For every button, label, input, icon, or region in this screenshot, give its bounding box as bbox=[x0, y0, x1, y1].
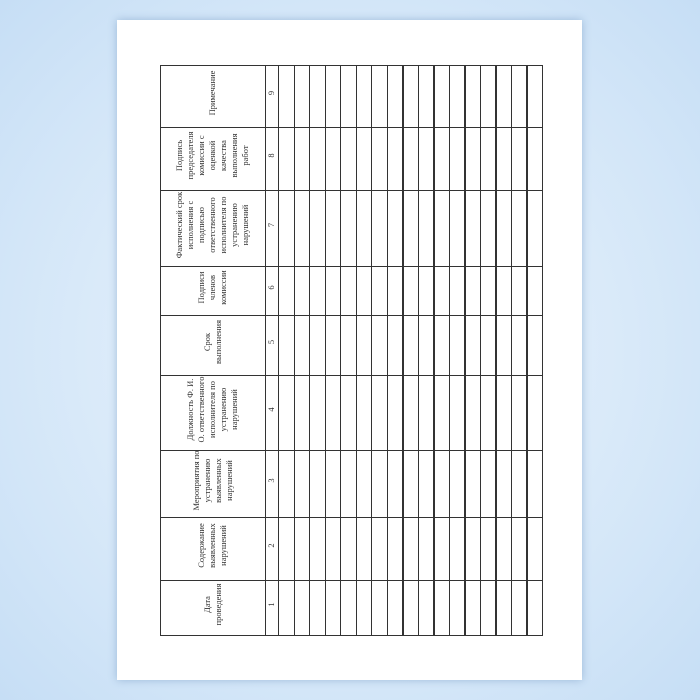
column-header-cell: Подпись председателя комиссии с оценкой … bbox=[160, 127, 265, 190]
row-divider bbox=[278, 65, 280, 635]
column-header-cell: Примечание bbox=[160, 65, 265, 127]
table-row[interactable] bbox=[387, 65, 403, 635]
table-row[interactable] bbox=[495, 65, 511, 635]
table-border bbox=[160, 65, 543, 67]
row-divider bbox=[293, 65, 295, 635]
column-number-cell: 9 bbox=[265, 65, 278, 127]
column-number: 9 bbox=[266, 90, 276, 96]
column-number: 5 bbox=[266, 339, 276, 345]
table-border bbox=[160, 65, 162, 635]
table-row[interactable] bbox=[325, 65, 341, 635]
column-divider bbox=[160, 190, 542, 192]
column-number-cell: 7 bbox=[265, 190, 278, 266]
column-number-cell: 1 bbox=[265, 580, 278, 635]
column-divider bbox=[160, 517, 542, 519]
column-number-cell: 6 bbox=[265, 266, 278, 315]
row-divider bbox=[510, 65, 513, 635]
column-header: Дата проведения bbox=[201, 583, 223, 626]
column-divider bbox=[160, 315, 542, 317]
row-divider bbox=[402, 65, 404, 635]
row-divider bbox=[371, 65, 373, 635]
column-header-cell: Срок выполнения bbox=[160, 315, 265, 375]
row-divider bbox=[433, 65, 435, 635]
column-number-cell: 2 bbox=[265, 517, 278, 580]
row-divider bbox=[417, 65, 420, 635]
column-divider bbox=[160, 375, 542, 377]
table-row[interactable] bbox=[480, 65, 496, 635]
row-divider bbox=[340, 65, 342, 635]
header-divider bbox=[265, 65, 266, 635]
column-number: 3 bbox=[266, 478, 276, 483]
table-border bbox=[542, 65, 544, 636]
table-row[interactable] bbox=[340, 65, 356, 635]
table-row[interactable] bbox=[526, 65, 542, 635]
column-header: Подпись председателя комиссии с оценкой … bbox=[174, 131, 250, 180]
column-header: Должность Ф. И. О. ответственного исполн… bbox=[185, 376, 239, 443]
column-header: Мероприятия по устранению выявленных нар… bbox=[190, 450, 234, 511]
table-row[interactable] bbox=[294, 65, 310, 635]
column-header: Подписи членов комиссии bbox=[196, 270, 228, 305]
row-divider bbox=[386, 65, 388, 635]
column-header-cell: Мероприятия по устранению выявленных нар… bbox=[160, 450, 265, 517]
column-number: 1 bbox=[266, 602, 276, 607]
table-row[interactable] bbox=[356, 65, 372, 635]
column-header-cell: Должность Ф. И. О. ответственного исполн… bbox=[160, 375, 265, 450]
table-row[interactable] bbox=[418, 65, 434, 635]
column-header: Содержание выявленных нарушений bbox=[196, 523, 228, 568]
column-header: Фактический срок исполнения с подписью о… bbox=[174, 191, 250, 259]
table-row[interactable] bbox=[433, 65, 449, 635]
table-row[interactable] bbox=[511, 65, 527, 635]
column-divider bbox=[160, 127, 542, 129]
column-divider bbox=[160, 266, 542, 268]
table-row[interactable] bbox=[278, 65, 294, 635]
column-number-cell: 3 bbox=[265, 450, 278, 517]
column-header-cell: Фактический срок исполнения с подписью о… bbox=[160, 190, 265, 266]
column-number: 8 bbox=[266, 153, 276, 158]
table-border bbox=[160, 635, 543, 637]
column-header-cell: Содержание выявленных нарушений bbox=[160, 517, 265, 580]
table-row[interactable] bbox=[449, 65, 465, 635]
table-row[interactable] bbox=[309, 65, 325, 635]
document-page bbox=[117, 20, 582, 680]
column-number-cell: 8 bbox=[265, 127, 278, 190]
table-row[interactable] bbox=[402, 65, 418, 635]
column-header-cell: Дата проведения bbox=[160, 580, 265, 635]
row-divider bbox=[355, 65, 357, 635]
column-divider bbox=[160, 450, 542, 452]
row-divider bbox=[309, 65, 311, 635]
column-number: 7 bbox=[266, 222, 276, 228]
row-divider bbox=[526, 65, 528, 635]
column-number-cell: 4 bbox=[265, 375, 278, 450]
row-divider bbox=[464, 65, 466, 635]
row-divider bbox=[324, 65, 326, 635]
row-divider bbox=[495, 65, 497, 635]
column-header-cell: Подписи членов комиссии bbox=[160, 266, 265, 315]
column-header: Срок выполнения bbox=[201, 320, 223, 364]
table-row[interactable] bbox=[371, 65, 387, 635]
column-number-cell: 5 bbox=[265, 315, 278, 375]
column-number: 4 bbox=[266, 407, 276, 412]
column-divider bbox=[160, 580, 542, 582]
table-row[interactable] bbox=[464, 65, 480, 635]
row-divider bbox=[448, 65, 451, 635]
column-header: Примечание bbox=[207, 70, 217, 116]
column-number: 2 bbox=[266, 543, 276, 548]
row-divider bbox=[479, 65, 482, 635]
column-number: 6 bbox=[266, 285, 276, 290]
